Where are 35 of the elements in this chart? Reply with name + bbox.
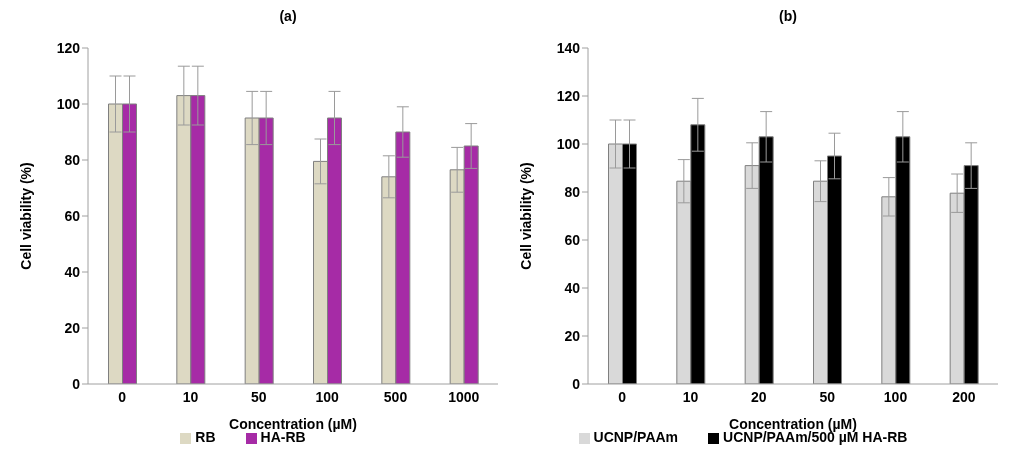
y-tick-label: 100 (556, 135, 581, 152)
x-tick-label: 10 (682, 388, 699, 405)
y-tick-label: 60 (64, 207, 81, 224)
x-tick-label: 200 (952, 388, 976, 405)
y-tick-label: 20 (564, 327, 581, 344)
y-tick-label: 100 (56, 95, 81, 112)
x-tick-label: 100 (315, 388, 340, 405)
y-tick-label: 40 (64, 263, 81, 280)
x-tick-label: 100 (883, 388, 908, 405)
x-tick-label: 0 (618, 388, 627, 405)
y-tick-label: 40 (564, 279, 581, 296)
y-tick-label: 120 (56, 39, 81, 56)
x-tick-label: 10 (182, 388, 199, 405)
y-axis-title: Cell viability (%) (517, 162, 534, 270)
x-tick-label: 500 (383, 388, 408, 405)
chart-title: (b) (778, 8, 798, 26)
legend-label: HA-RB (260, 429, 306, 445)
x-tick-label: 1000 (448, 388, 480, 405)
y-tick-label: 0 (572, 375, 581, 392)
y-axis-title: Cell viability (%) (17, 162, 34, 270)
y-tick-label: 140 (556, 39, 581, 56)
y-tick-label: 80 (564, 183, 581, 200)
legend-label: UCNP/PAAm (593, 429, 679, 445)
x-tick-label: 50 (251, 388, 267, 405)
y-tick-label: 60 (564, 231, 581, 248)
x-tick-label: 50 (819, 388, 836, 405)
x-axis-title: Concentration (µM) (229, 416, 357, 432)
legend-label: RB (195, 429, 216, 445)
x-tick-label: 20 (751, 388, 767, 405)
chart-title: (a) (278, 8, 298, 26)
y-tick-label: 20 (64, 319, 81, 336)
y-tick-label: 120 (556, 87, 581, 104)
x-tick-label: 0 (118, 388, 127, 405)
y-tick-label: 80 (64, 151, 81, 168)
y-tick-label: 0 (72, 375, 81, 392)
